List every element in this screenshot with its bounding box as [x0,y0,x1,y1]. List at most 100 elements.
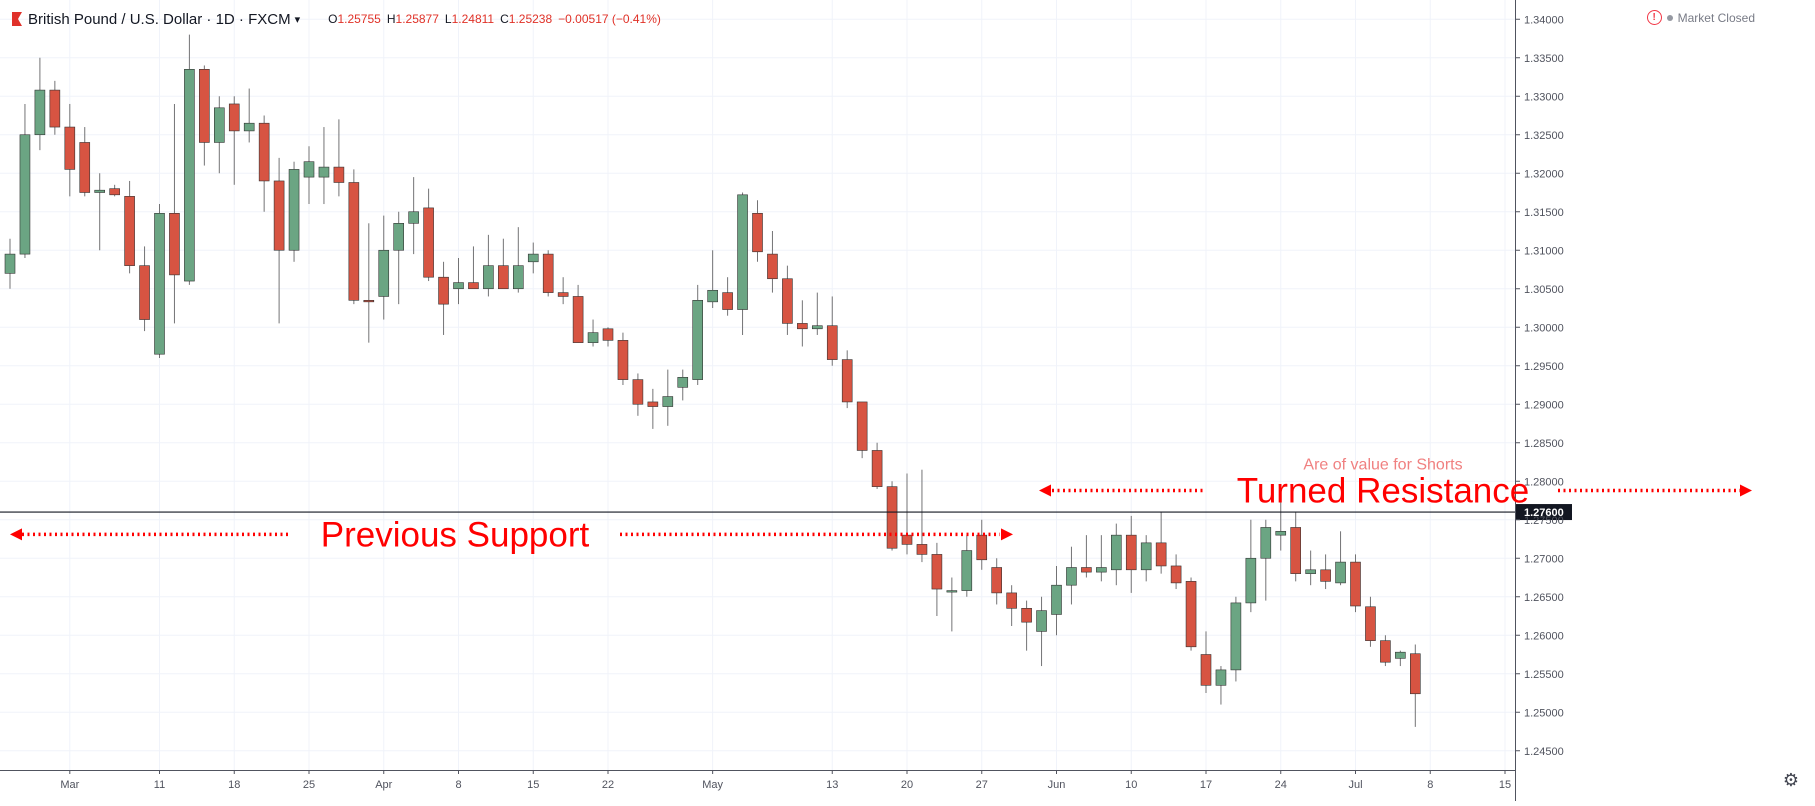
candle-up [811,325,823,330]
y-tick-label: 1.31000 [1524,245,1564,257]
candle-down [557,292,569,297]
candle-up [4,253,16,274]
candle-up [154,212,165,355]
y-tick-label: 1.32500 [1524,130,1564,142]
x-tick-label: 8 [1427,779,1433,791]
chevron-down-icon[interactable]: ▾ [294,13,301,26]
previous-support-label: Previous Support [321,515,590,554]
turned-resistance-label: Turned Resistance [1237,471,1529,510]
candle-down [273,180,285,251]
candle-up [1245,557,1257,604]
candle-down [856,401,868,451]
candle-up [483,265,494,290]
candle-down [423,207,434,278]
market-status-label: Market Closed [1677,10,1755,25]
candle-up [587,332,599,343]
y-tick-label: 1.30000 [1524,322,1564,334]
candle-up [1140,542,1152,571]
candle-down [916,544,928,555]
candle-up [1275,530,1287,536]
candle-up [737,194,748,310]
x-tick-label: 27 [976,779,988,791]
y-tick-label: 1.34000 [1524,14,1564,26]
x-tick-label: Jun [1048,779,1066,791]
axes: 1.34000 1.33500 1.33000 1.32500 1.32000 1.315… [0,0,1564,801]
candles [4,34,1421,727]
candle-down [722,292,733,310]
candle-down [1365,606,1376,641]
ohlc-high: H1.25877 [386,12,439,26]
candle-down [1200,654,1212,686]
candle-down [498,265,509,290]
candle-up [961,550,973,591]
y-tick-label: 1.28000 [1524,476,1564,488]
candle-up [1395,651,1406,659]
y-tick-label: 1.24500 [1524,746,1564,758]
candle-down [976,534,988,561]
candle-up [1215,669,1227,686]
candle-up [243,122,255,132]
candle-up [408,211,419,224]
resistance-arrow-left-head [1039,484,1051,497]
warning-icon[interactable]: ! [1646,10,1662,25]
y-tick-label: 1.30500 [1524,284,1564,296]
x-tick-label: 11 [154,779,165,791]
candle-up [184,69,195,282]
candle-down [1006,592,1017,609]
price-level: 1.27600 [0,504,1572,521]
y-tick-label: 1.25500 [1524,669,1564,681]
candle-up [662,396,674,407]
candle-down [901,534,913,545]
support-arrow-left-head [10,528,22,541]
level-price-label: 1.27600 [1524,507,1564,519]
candle-down [797,323,808,330]
ohlc-open: O1.25755 [328,12,381,26]
candle-up [1111,534,1122,571]
candle-down [617,340,629,380]
candle-down [228,103,240,132]
y-tick-label: 1.26500 [1524,592,1564,604]
candle-down [139,265,150,320]
candle-down [1350,561,1361,607]
level-price-tag [1516,504,1572,521]
candle-up [946,590,958,593]
candle-up [1335,561,1346,584]
candle-down [64,126,76,170]
candle-up [512,265,524,290]
candle-down [1380,640,1391,663]
candle-down [647,401,659,407]
x-tick-label: Apr [375,779,392,791]
x-tick-label: 8 [455,779,461,791]
candle-down [438,276,449,305]
candle-up [1096,567,1107,573]
x-tick-label: 24 [1275,779,1287,791]
gear-icon[interactable]: ⚙ [1782,770,1799,790]
x-tick-label: 15 [527,779,539,791]
x-tick-label: 20 [901,779,913,791]
x-tick-label: Jul [1348,779,1362,791]
candle-up [214,107,225,143]
candle-down [1155,542,1167,567]
x-tick-label: 15 [1499,779,1511,791]
candle-down [931,554,943,590]
candle-up [677,376,689,388]
candle-down [1081,567,1092,573]
candle-up [378,249,390,297]
symbol-flag-icon [12,12,22,26]
candle-down [333,166,345,183]
candle-up [303,161,315,178]
y-tick-label: 1.27500 [1524,515,1564,527]
y-tick-label: 1.33500 [1524,53,1564,65]
candle-up [318,166,330,178]
symbol-title[interactable]: British Pound / U.S. Dollar · 1D · FXCM [28,10,291,28]
ohlc-low: L1.24811 [444,12,495,26]
market-status: ! Market Closed [1646,10,1755,25]
y-tick-label: 1.32000 [1524,168,1564,180]
x-tick-label: 17 [1200,779,1212,791]
chart-header: British Pound / U.S. Dollar · 1D · FXCM … [12,8,661,30]
candle-down [632,379,644,405]
candle-down [468,282,479,290]
